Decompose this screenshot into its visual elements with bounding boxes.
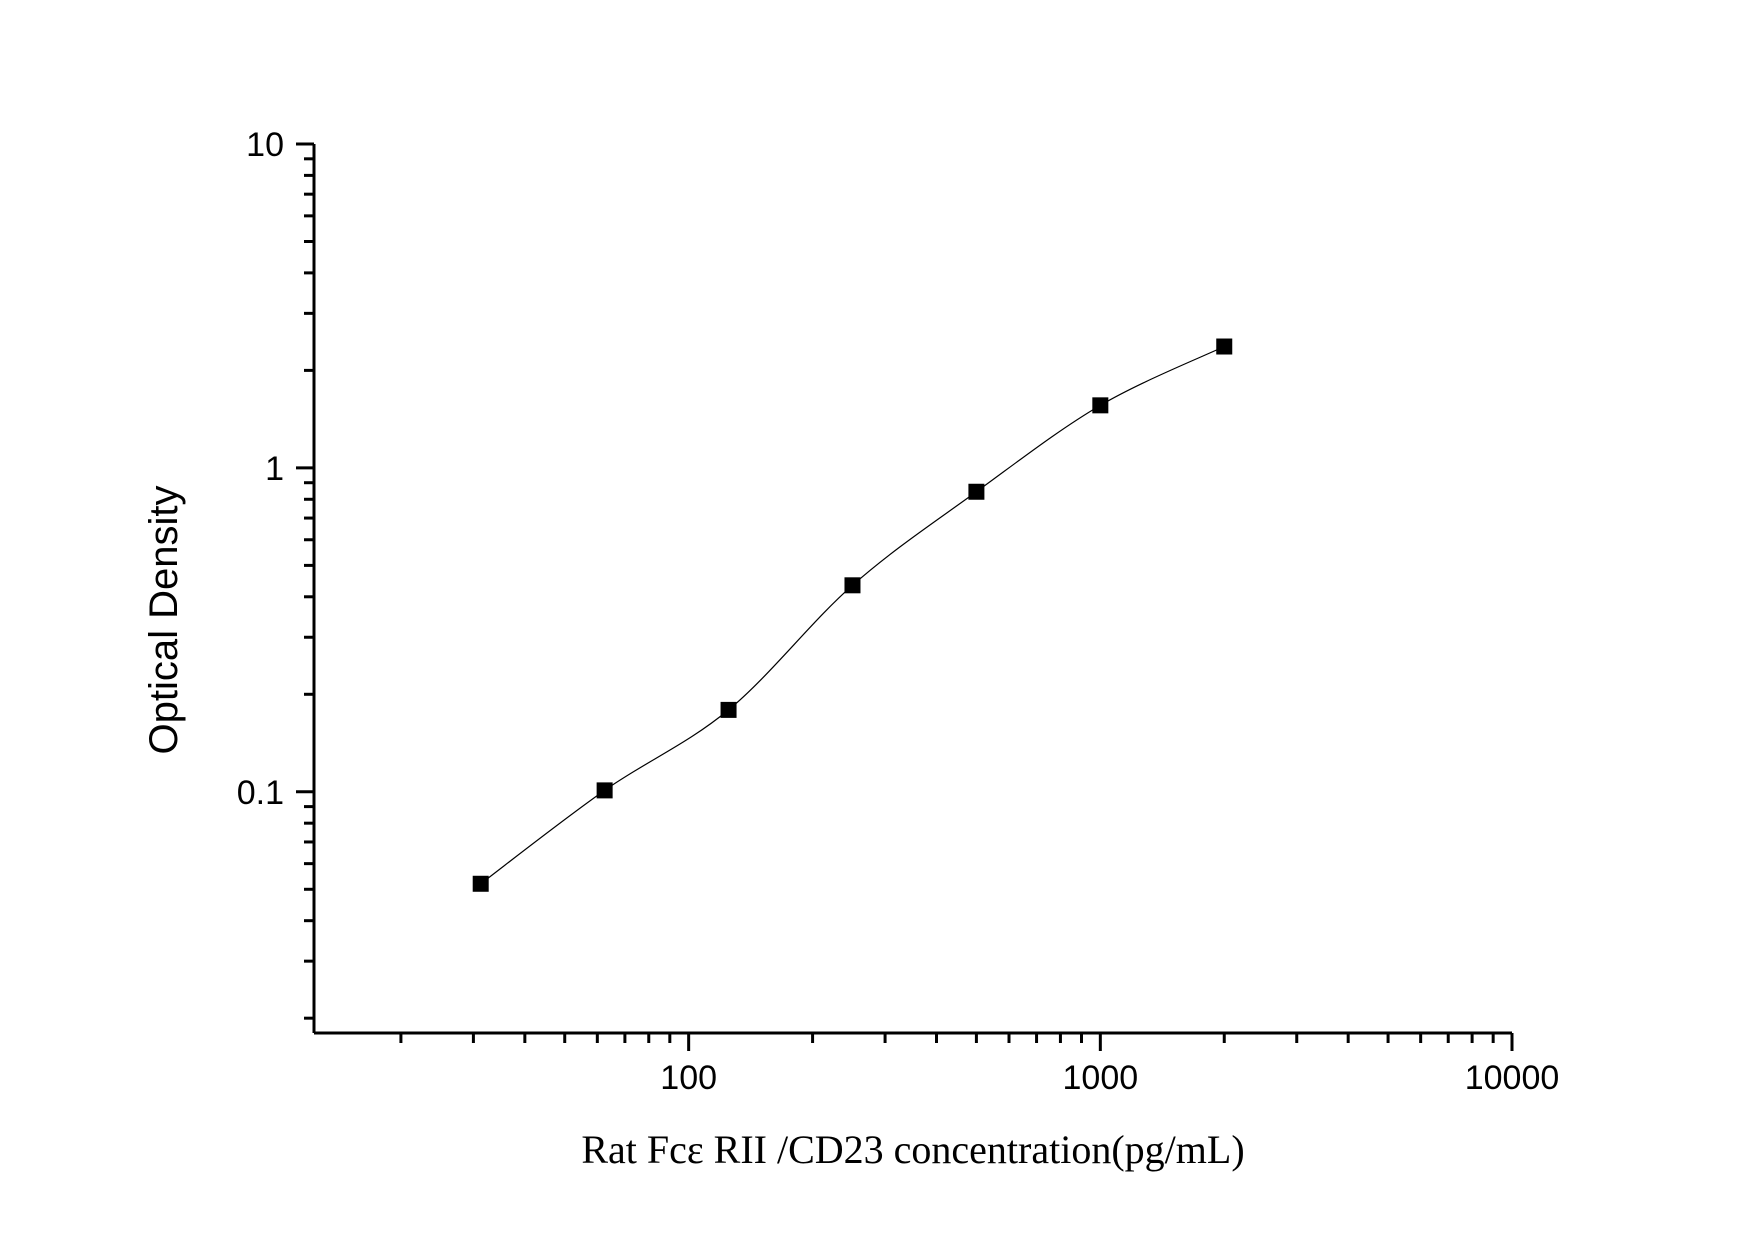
x-axis-title: Rat Fcε RII /CD23 concentration(pg/mL) (581, 1127, 1244, 1172)
x-tick-label: 10000 (1465, 1059, 1560, 1097)
x-tick-labels: 100 1000 10000 (660, 1059, 1559, 1097)
axis-minor-ticks (304, 157, 1495, 1043)
data-point-markers (472, 338, 1233, 892)
y-tick-label: 10 (246, 126, 284, 164)
y-tick-label: 0.1 (237, 774, 284, 812)
data-point-square-marker (1092, 397, 1109, 414)
data-point-square-marker (844, 577, 861, 594)
fit-curve-line (480, 345, 1225, 885)
data-point-square-marker (1216, 338, 1233, 355)
data-point-square-marker (968, 483, 985, 500)
y-axis-title: Optical Density (142, 486, 186, 755)
axis-major-ticks (296, 142, 1514, 1051)
y-tick-labels: 0.1 1 10 (237, 126, 284, 812)
x-tick-label: 1000 (1063, 1059, 1139, 1097)
y-tick-label: 1 (265, 450, 284, 488)
data-point-square-marker (720, 701, 737, 718)
data-point-square-marker (472, 875, 489, 892)
data-point-square-marker (596, 782, 613, 799)
x-tick-label: 100 (660, 1059, 717, 1097)
